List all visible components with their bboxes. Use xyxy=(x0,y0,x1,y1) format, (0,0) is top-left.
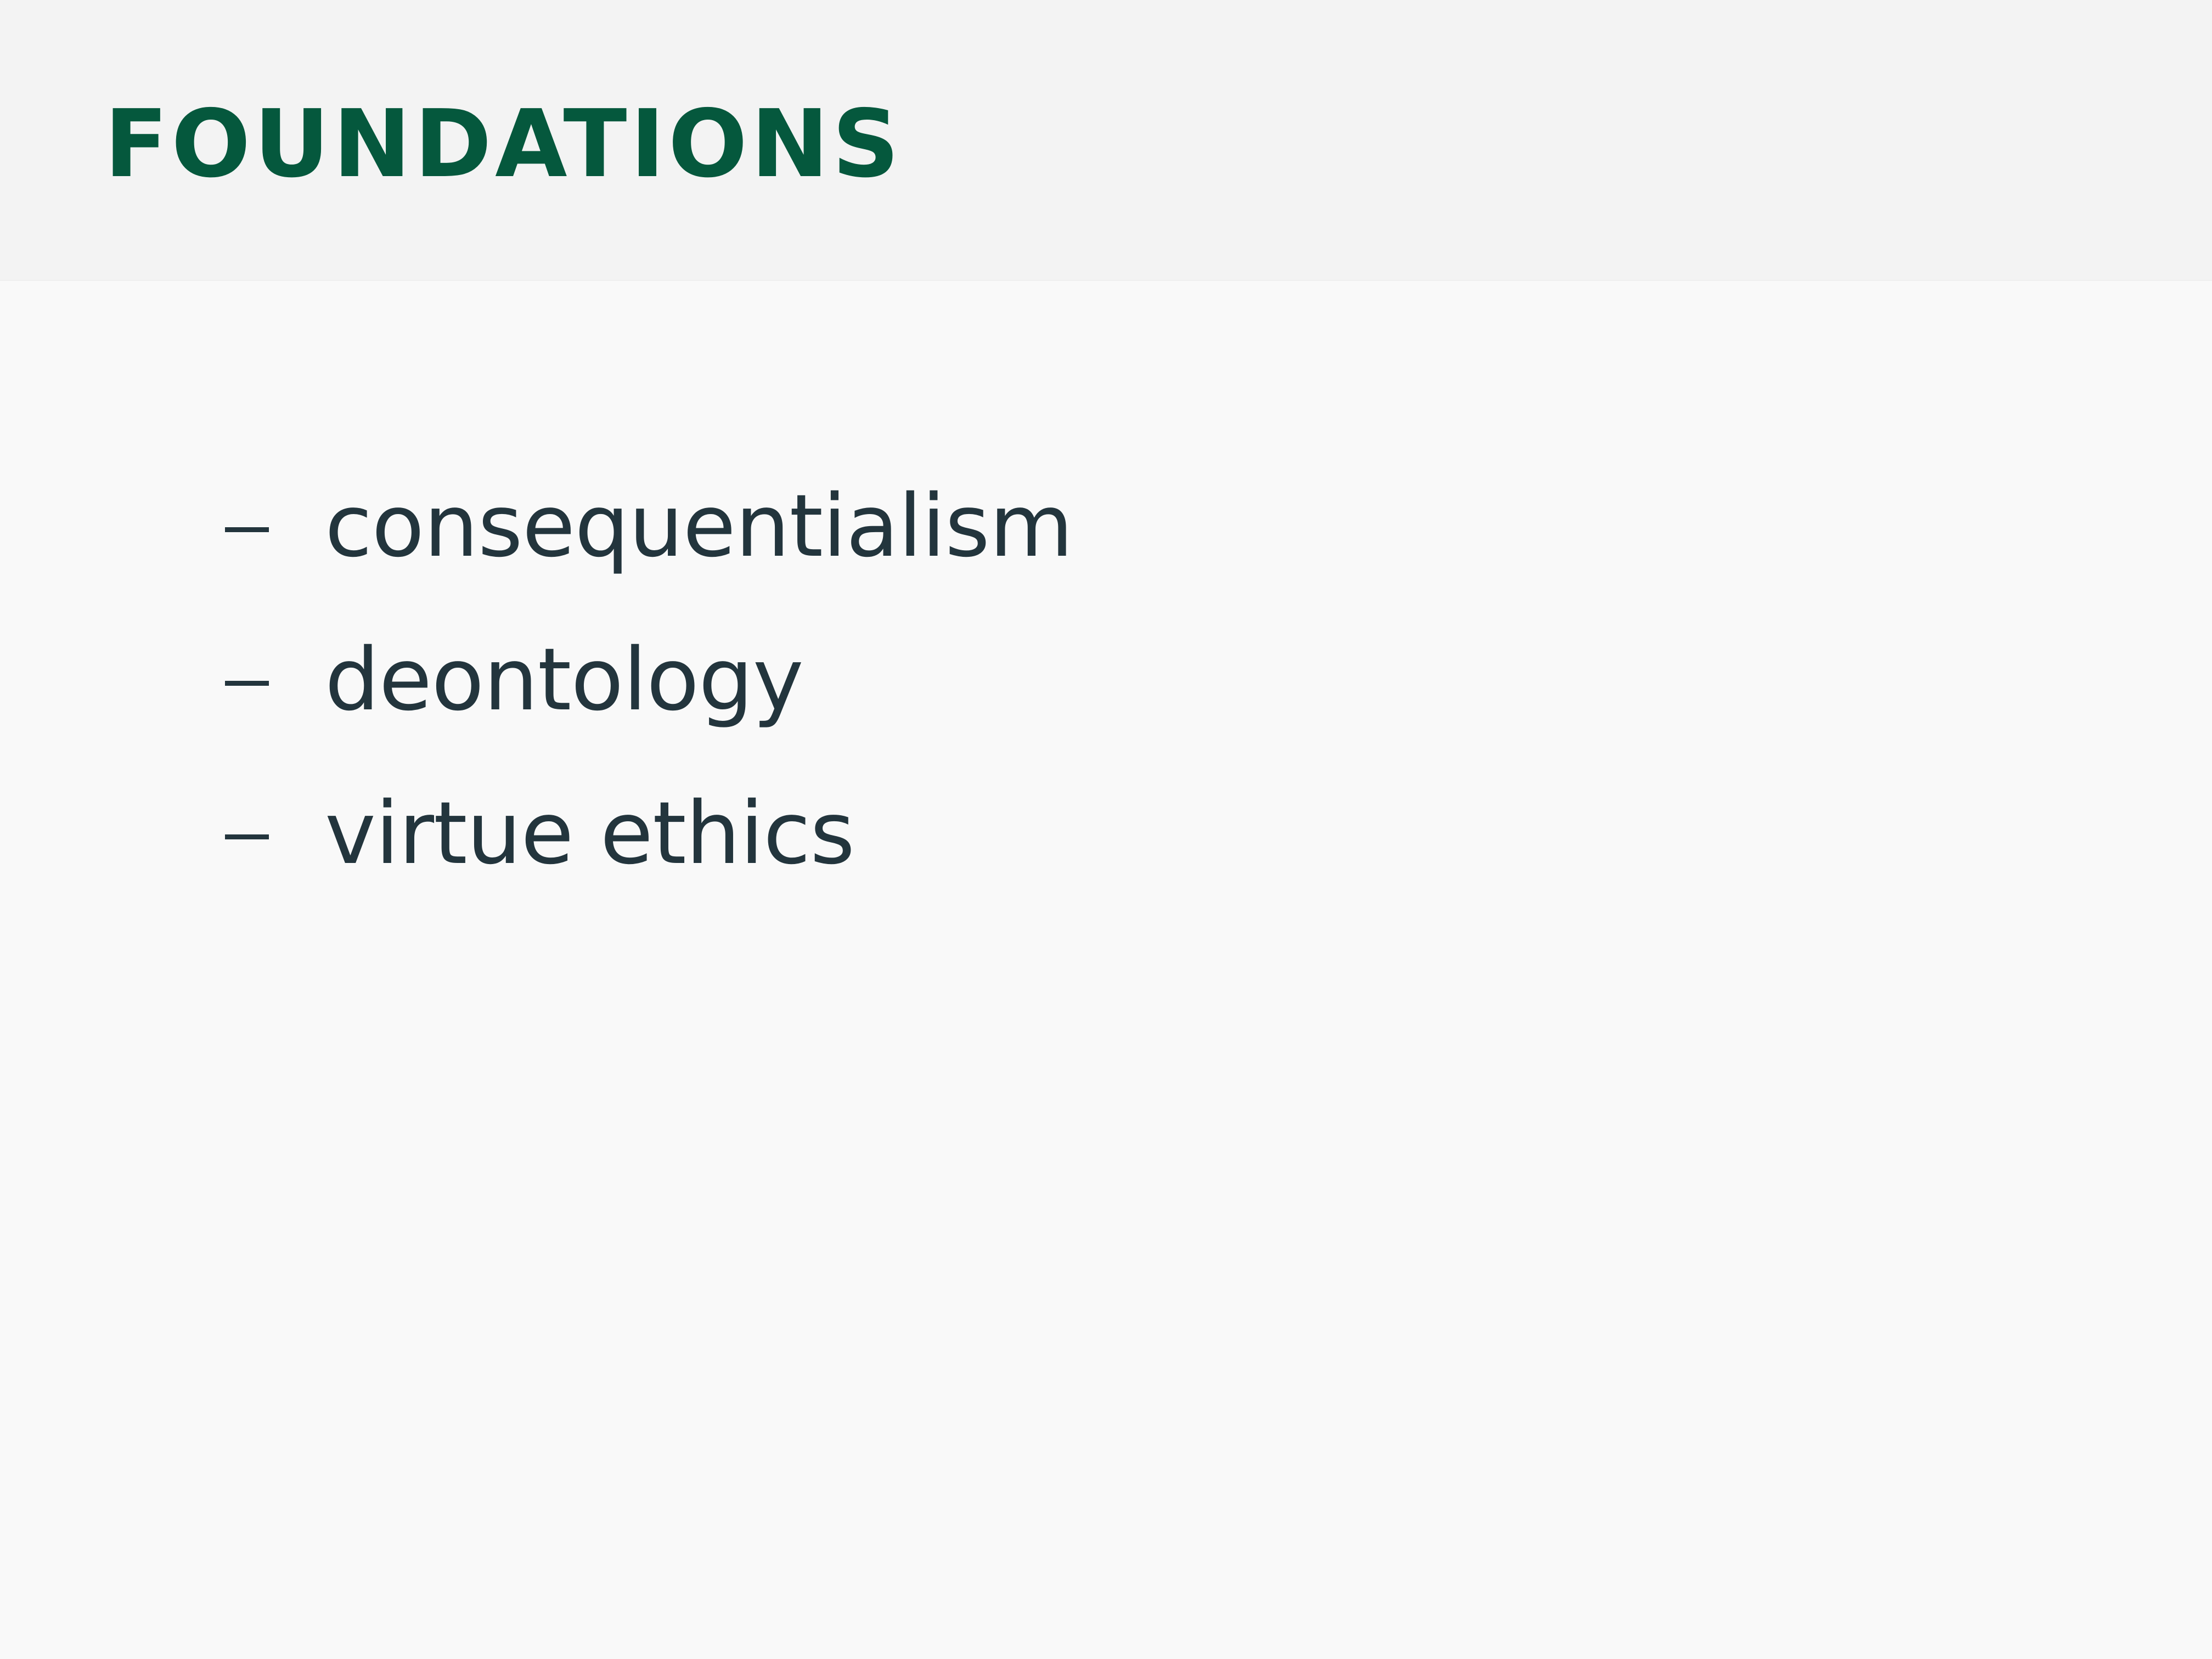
slide-title: FOUNDATIONS xyxy=(104,90,903,199)
bullet-dash-icon xyxy=(225,681,269,686)
bullet-dash-icon xyxy=(225,834,269,839)
bullet-text: consequentialism xyxy=(325,476,1073,577)
slide-header: FOUNDATIONS xyxy=(0,0,2212,281)
bullet-text: deontology xyxy=(325,630,804,730)
bullet-text: virtue ethics xyxy=(325,783,855,884)
bullet-dash-icon xyxy=(225,527,269,532)
